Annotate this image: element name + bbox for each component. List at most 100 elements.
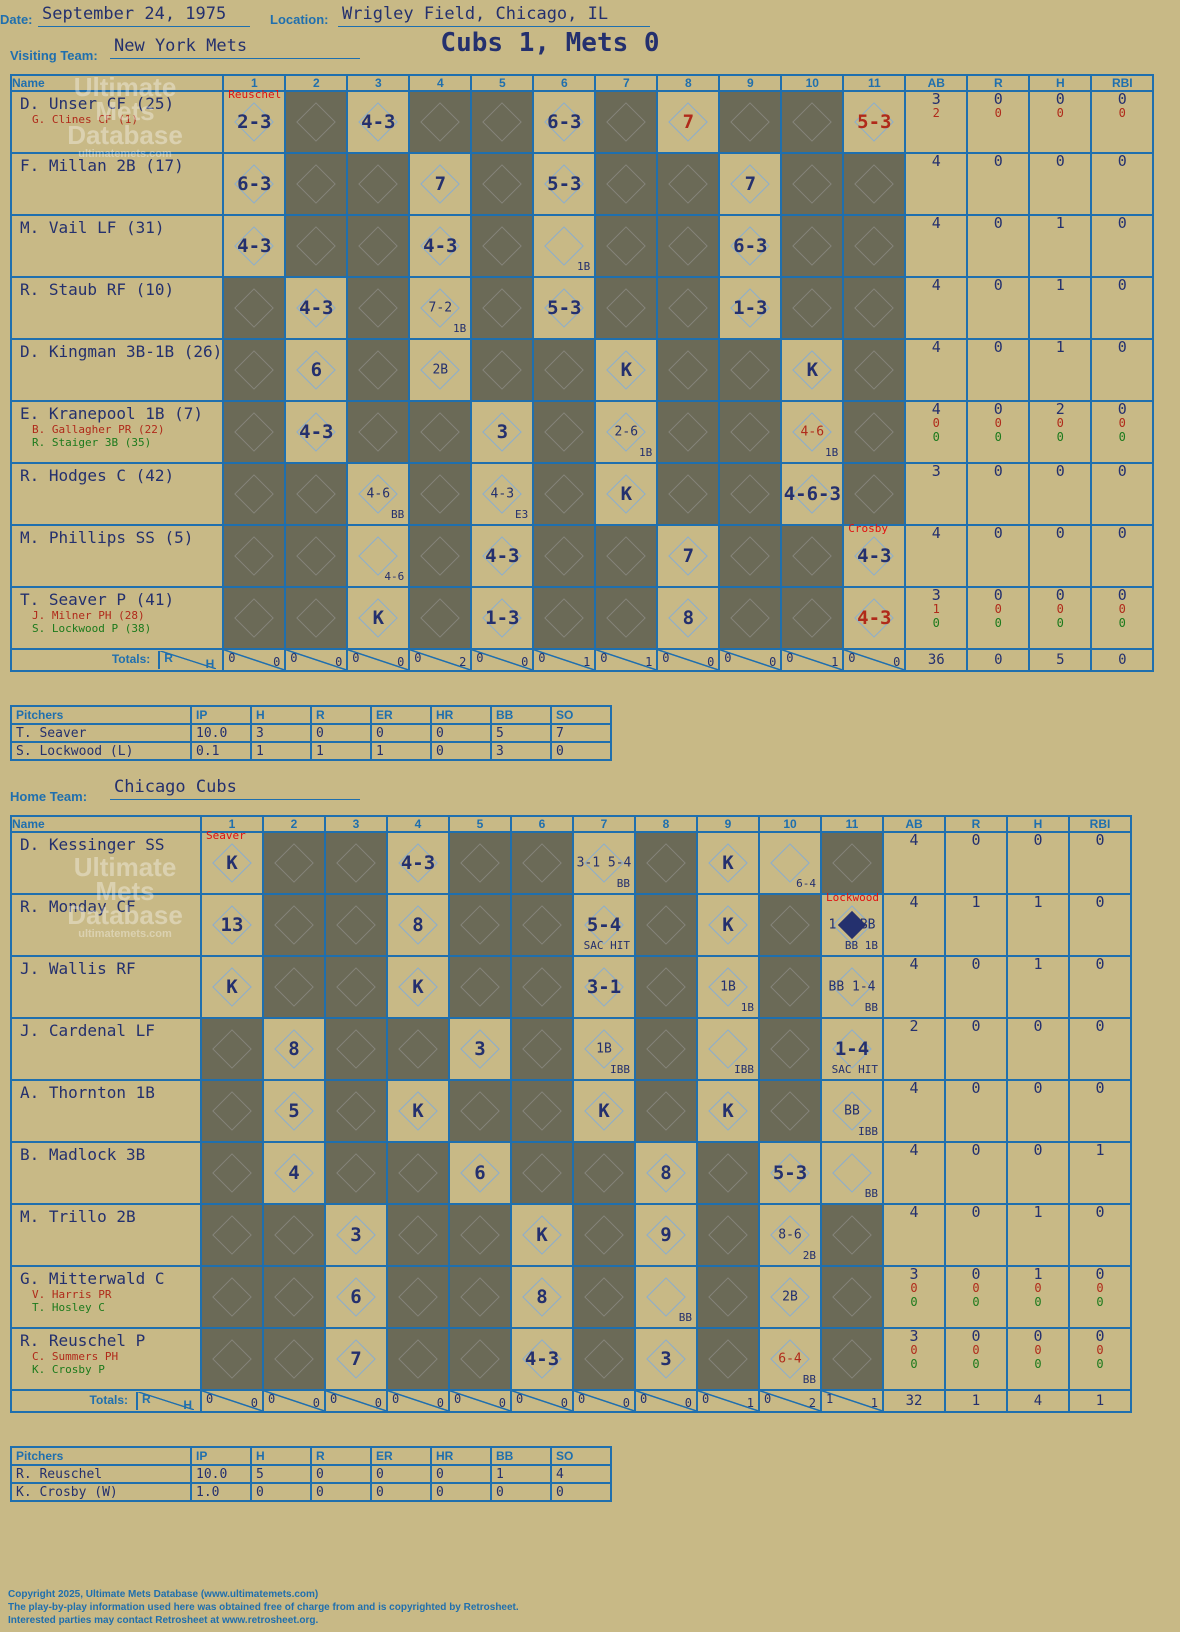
inning-header-1: 1	[200, 815, 264, 833]
stat-value: 0	[993, 90, 1003, 108]
batter-row: D. Kingman 3B-1B (26) 6 2B K K 4 0 1 0	[9, 338, 1155, 402]
stat-value: 4	[909, 893, 919, 911]
inning-runs: 0	[702, 1392, 710, 1406]
batter-name-cell: B. Madlock 3B	[10, 1141, 202, 1205]
play-notation: 4-6	[800, 424, 825, 440]
stat-r-cell: 0	[966, 276, 1031, 340]
stat-value: 4	[931, 338, 941, 356]
play-notation: 4-3	[299, 421, 334, 443]
name-header: Name	[10, 815, 202, 833]
stat-value: 0	[1095, 1203, 1105, 1221]
inning-hits: 1	[583, 655, 591, 669]
stat-h-cell: 0	[1006, 1017, 1070, 1081]
stat-rbi-cell: 0	[1090, 276, 1155, 340]
pitcher-hr: 0	[430, 1464, 492, 1484]
pitcher-r: 1	[310, 741, 372, 761]
inning-header-11: 11	[842, 74, 907, 92]
play-notation: 8	[660, 1162, 672, 1184]
diamond	[398, 1215, 438, 1255]
at-bat-cell	[634, 955, 698, 1019]
on-base-notation: IBB	[858, 1125, 878, 1138]
at-bat-cell: 8	[656, 586, 721, 650]
play-notation: K	[226, 976, 238, 998]
at-bat-cell: 6	[284, 338, 349, 402]
at-bat-cell	[532, 338, 597, 402]
play-notation: 1-4	[834, 1038, 870, 1060]
diamond	[212, 1215, 252, 1255]
pitcher-name: K. Crosby (W)	[10, 1482, 192, 1502]
at-bat-cell	[324, 893, 388, 957]
diamond	[296, 226, 337, 266]
stat-value: 0	[971, 1327, 981, 1345]
stat-h-cell: 0	[1028, 462, 1093, 526]
at-bat-cell	[780, 90, 845, 154]
play-notation: 8	[682, 607, 695, 629]
at-bat-cell: 4-6-3	[780, 462, 845, 526]
at-bat-cell	[470, 152, 535, 216]
substitute-name: C. Summers PH	[32, 1350, 119, 1363]
batter-row: F. Millan 2B (17) 6-3 7 5-3 7 4 0 0 0	[9, 152, 1155, 216]
diamond	[770, 905, 810, 945]
at-bat-cell	[448, 1203, 512, 1267]
copyright-text: Copyright 2025, Ultimate Mets Database (…	[8, 1589, 319, 1600]
play-notation: K	[722, 914, 734, 936]
at-bat-cell	[324, 831, 388, 895]
date-value: September 24, 1975	[38, 4, 250, 27]
stat-value: 0	[1117, 462, 1127, 480]
diamond	[460, 967, 500, 1007]
diamond	[730, 102, 771, 142]
at-bat-cell	[842, 400, 907, 464]
diamond	[336, 905, 376, 945]
divider-slash	[720, 650, 781, 670]
stat-h-cell: 1	[1006, 955, 1070, 1019]
diamond	[212, 1091, 252, 1131]
batter-name: J. Cardenal LF	[20, 1021, 155, 1040]
substitute-name: S. Lockwood P (38)	[32, 622, 152, 635]
play-notation: 4	[288, 1162, 300, 1184]
diamond	[212, 1277, 252, 1317]
stat-value: 1	[932, 602, 940, 616]
at-bat-cell: 2B	[758, 1265, 822, 1329]
stat-rbi-cell: 0	[1068, 831, 1132, 895]
play-notation: 1B	[720, 979, 736, 995]
pitch-header-hr: HR	[430, 1446, 492, 1466]
at-bat-cell	[448, 1327, 512, 1391]
stat-value: 2	[932, 106, 940, 120]
play-notation: 13	[220, 914, 244, 936]
stat-value: 0	[972, 1343, 980, 1357]
stat-value: 0	[993, 462, 1003, 480]
at-bat-cell	[408, 90, 473, 154]
at-bat-cell: 6-3	[532, 90, 597, 154]
diamond	[730, 350, 771, 390]
at-bat-cell: 4-3	[510, 1327, 574, 1391]
pitcher-name: R. Reuschel	[10, 1464, 192, 1484]
diamond	[522, 1153, 562, 1193]
at-bat-cell	[780, 152, 845, 216]
at-bat-cell: 4-6 BB	[346, 462, 411, 526]
inning-hits: 0	[498, 1396, 506, 1410]
at-bat-cell	[594, 214, 659, 278]
batter-name: G. Mitterwald C	[20, 1269, 165, 1288]
play-notation: 5-3	[772, 1162, 808, 1184]
pitcher-ip: 10.0	[190, 1464, 252, 1484]
totals-label: Totals: R H	[10, 1389, 202, 1413]
at-bat-cell	[634, 1017, 698, 1081]
at-bat-cell	[284, 90, 349, 154]
at-bat-cell	[718, 338, 783, 402]
divider-slash	[636, 1391, 696, 1411]
diamond	[770, 1029, 810, 1069]
play-notation: K	[412, 1100, 424, 1122]
stat-value: 3	[909, 1265, 919, 1283]
batter-name-cell: F. Millan 2B (17)	[9, 152, 225, 216]
at-bat-cell	[200, 1327, 264, 1391]
stat-value: 0	[1056, 430, 1064, 444]
batter-name: D. Kessinger SS	[20, 835, 165, 854]
stat-header-h: H	[1028, 74, 1093, 92]
pitcher-hr: 0	[430, 741, 492, 761]
